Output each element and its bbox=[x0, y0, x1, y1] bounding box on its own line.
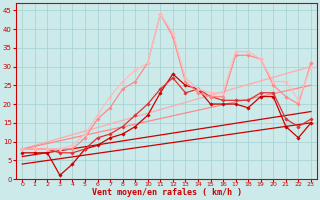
X-axis label: Vent moyen/en rafales ( km/h ): Vent moyen/en rafales ( km/h ) bbox=[92, 188, 242, 197]
